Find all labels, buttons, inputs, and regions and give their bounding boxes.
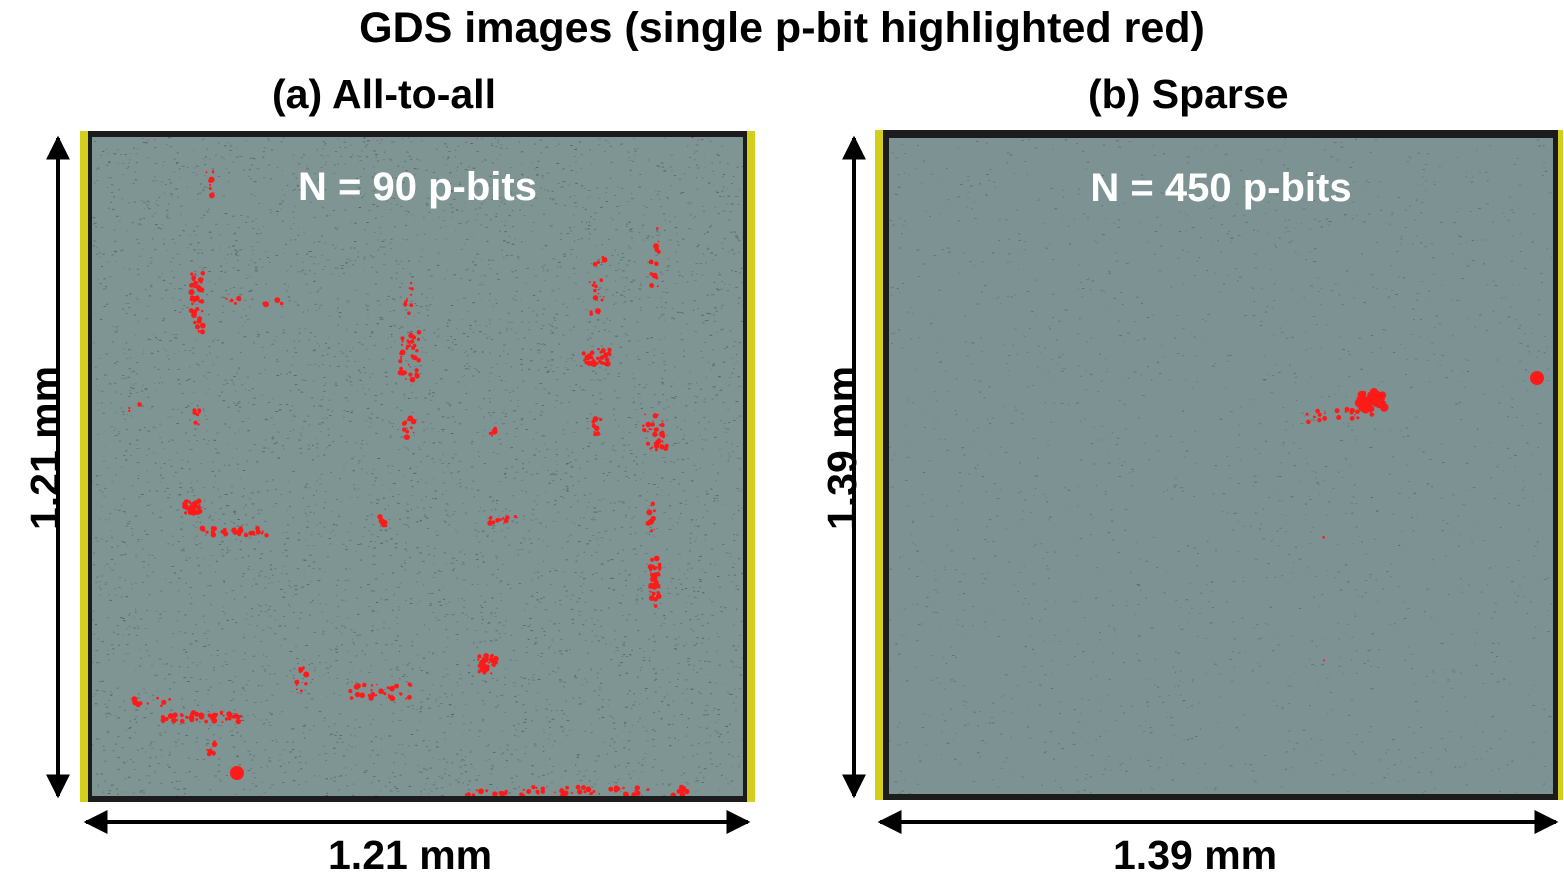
right-scale-ruler <box>1558 130 1563 800</box>
right-scale-ruler <box>747 131 755 802</box>
height-label-b: 1.39 mm <box>819 365 866 531</box>
width-label-b: 1.39 mm <box>1113 832 1278 878</box>
layout-texture <box>92 137 743 796</box>
left-scale-ruler <box>80 131 88 802</box>
p-bit-count-label: N = 450 p-bits <box>1090 166 1352 210</box>
all-to-all-chip-image: N = 90 p-bits <box>80 131 755 802</box>
figure-title: GDS images (single p-bit highlighted red… <box>359 4 1205 52</box>
panel-b-title: (b) Sparse <box>1088 71 1289 117</box>
highlighted-p-bit-connections <box>128 170 690 796</box>
highlighted-p-bit-cluster <box>1305 371 1544 662</box>
chip-layout-field: N = 90 p-bits <box>92 137 743 796</box>
panel-a-title: (a) All-to-all <box>272 71 496 117</box>
chip-layout-field: N = 450 p-bits <box>889 138 1553 794</box>
p-bit-count-label: N = 90 p-bits <box>298 165 537 209</box>
height-label-a: 1.21 mm <box>22 365 69 531</box>
width-label-a: 1.21 mm <box>328 832 493 878</box>
left-scale-ruler <box>875 130 883 800</box>
sparse-chip-image: N = 450 p-bits <box>875 130 1563 800</box>
layout-texture <box>889 138 1553 794</box>
